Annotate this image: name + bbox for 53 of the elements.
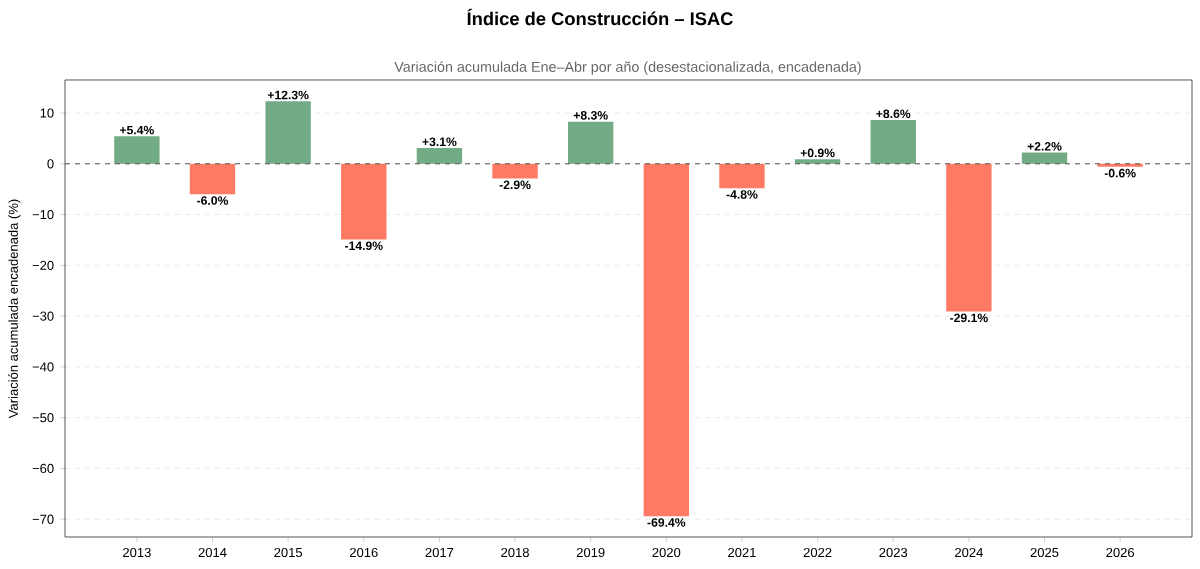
bar xyxy=(946,163,992,312)
bar xyxy=(1021,152,1068,164)
bar xyxy=(265,101,311,164)
bar xyxy=(114,136,160,164)
y-tick-label: 10 xyxy=(40,108,54,118)
x-tick-label: 2024 xyxy=(955,547,983,558)
y-tick-label: −70 xyxy=(32,514,54,524)
bar xyxy=(189,163,236,195)
x-tick-label: 2022 xyxy=(803,547,832,558)
data-label: +12.3% xyxy=(267,90,309,100)
bar xyxy=(341,163,387,240)
x-tick-label: 2017 xyxy=(425,547,454,558)
bar xyxy=(870,120,916,164)
data-label: -0.6% xyxy=(1104,168,1136,178)
data-label: -14.9% xyxy=(344,241,383,251)
bar xyxy=(416,148,463,164)
y-tick-label: 0 xyxy=(47,159,54,169)
chart-title: Índice de Construcción – ISAC xyxy=(467,8,733,26)
x-tick-label: 2019 xyxy=(576,547,605,558)
bar xyxy=(1097,163,1143,167)
data-label: +8.6% xyxy=(876,109,911,119)
bar xyxy=(567,121,614,164)
bar xyxy=(492,163,538,179)
x-tick-label: 2023 xyxy=(879,547,908,558)
y-tick-label: −20 xyxy=(32,260,54,270)
y-tick-label: −30 xyxy=(32,311,54,321)
y-tick-label: −50 xyxy=(32,413,54,423)
data-label: -29.1% xyxy=(950,313,988,323)
x-tick-label: 2016 xyxy=(349,547,378,558)
bar xyxy=(719,163,765,189)
data-label: -69.4% xyxy=(647,518,686,527)
data-label: +0.9% xyxy=(800,148,835,158)
x-tick-label: 2014 xyxy=(198,547,227,558)
data-label: +8.3% xyxy=(573,111,608,120)
data-label: -4.8% xyxy=(726,190,758,199)
x-tick-label: 2013 xyxy=(123,547,151,558)
bar xyxy=(643,163,690,517)
x-tick-label: 2021 xyxy=(728,547,756,558)
data-label: +3.1% xyxy=(422,137,457,147)
data-label: -6.0% xyxy=(197,196,229,205)
x-tick-label: 2025 xyxy=(1030,547,1059,558)
y-tick-label: −10 xyxy=(32,209,54,220)
x-tick-label: 2018 xyxy=(501,547,529,558)
chart-subtitle: Variación acumulada Ene–Abr por año (desestacionalizada, encadenada) xyxy=(394,61,861,75)
x-tick-label: 2026 xyxy=(1106,547,1135,558)
data-label: -2.9% xyxy=(499,180,531,190)
x-tick-label: 2020 xyxy=(652,547,681,558)
x-tick-label: 2015 xyxy=(274,547,303,558)
y-tick-label: −40 xyxy=(32,362,54,372)
data-label: +5.4% xyxy=(119,125,154,135)
data-label: +2.2% xyxy=(1027,142,1062,151)
y-tick-label: −60 xyxy=(32,463,54,474)
y-axis-title: Variación acumulada encadenada (%) xyxy=(8,199,21,419)
